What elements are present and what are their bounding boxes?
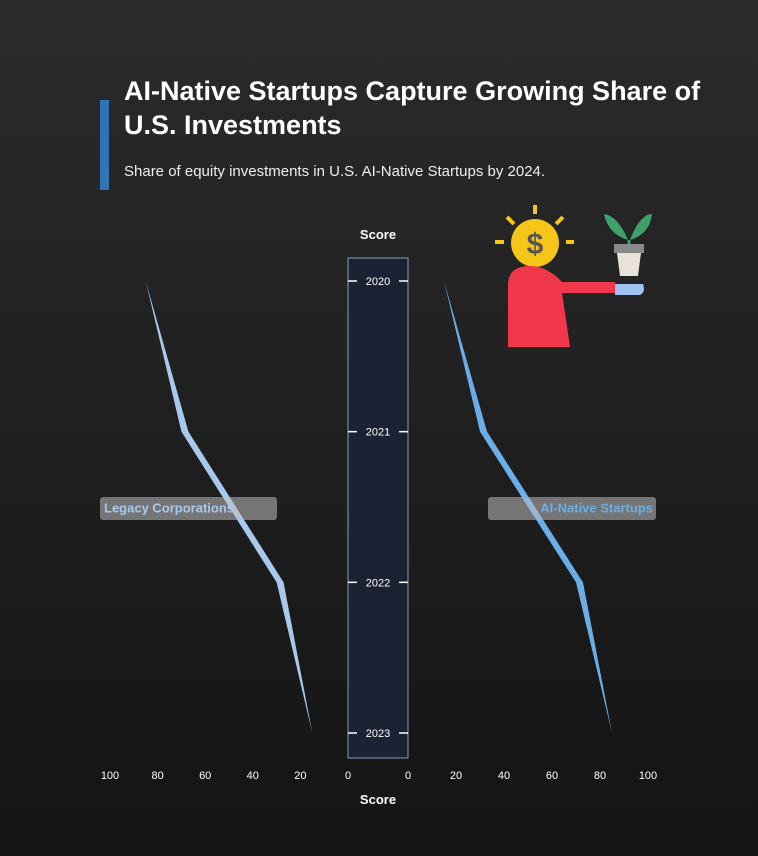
title-accent-bar	[100, 100, 109, 190]
x-tick-label-left: 40	[247, 770, 259, 782]
y-tick-label: 2023	[366, 728, 390, 740]
person-arm-shape	[508, 266, 644, 347]
chart-title: AI-Native Startups Capture Growing Share…	[124, 76, 701, 140]
left-series-label: Legacy Corporations	[104, 500, 234, 515]
investor-illustration: $	[495, 205, 652, 347]
center-axis-label-bottom: Score	[360, 792, 396, 807]
x-tick-label-right: 20	[450, 770, 462, 782]
chart-subtitle: Share of equity investments in U.S. AI-N…	[124, 163, 546, 180]
right-series-label-box	[488, 497, 656, 520]
center-band	[347, 257, 409, 759]
x-tick-label-right: 40	[498, 770, 510, 782]
x-tick-label-right: 60	[546, 770, 558, 782]
potted-plant-icon	[604, 214, 652, 276]
x-tick-label-left: 0	[345, 770, 351, 782]
x-tick-label-left: 80	[151, 770, 163, 782]
left-series-label-box	[100, 497, 277, 520]
svg-text:$: $	[527, 228, 544, 261]
lightbulb-dollar-icon: $	[495, 205, 574, 267]
right-series-label: AI-Native Startups	[540, 500, 653, 515]
x-tick-label-right: 80	[594, 770, 606, 782]
center-axis-label-top: Score	[360, 227, 396, 242]
y-tick-label: 2021	[366, 427, 390, 439]
x-tick-label-left: 100	[101, 770, 119, 782]
y-tick-label: 2020	[366, 276, 390, 288]
x-tick-label-left: 20	[294, 770, 306, 782]
y-tick-label: 2022	[366, 577, 390, 589]
x-tick-label-left: 60	[199, 770, 211, 782]
x-tick-label-right: 0	[405, 770, 411, 782]
x-tick-label-right: 100	[639, 770, 657, 782]
